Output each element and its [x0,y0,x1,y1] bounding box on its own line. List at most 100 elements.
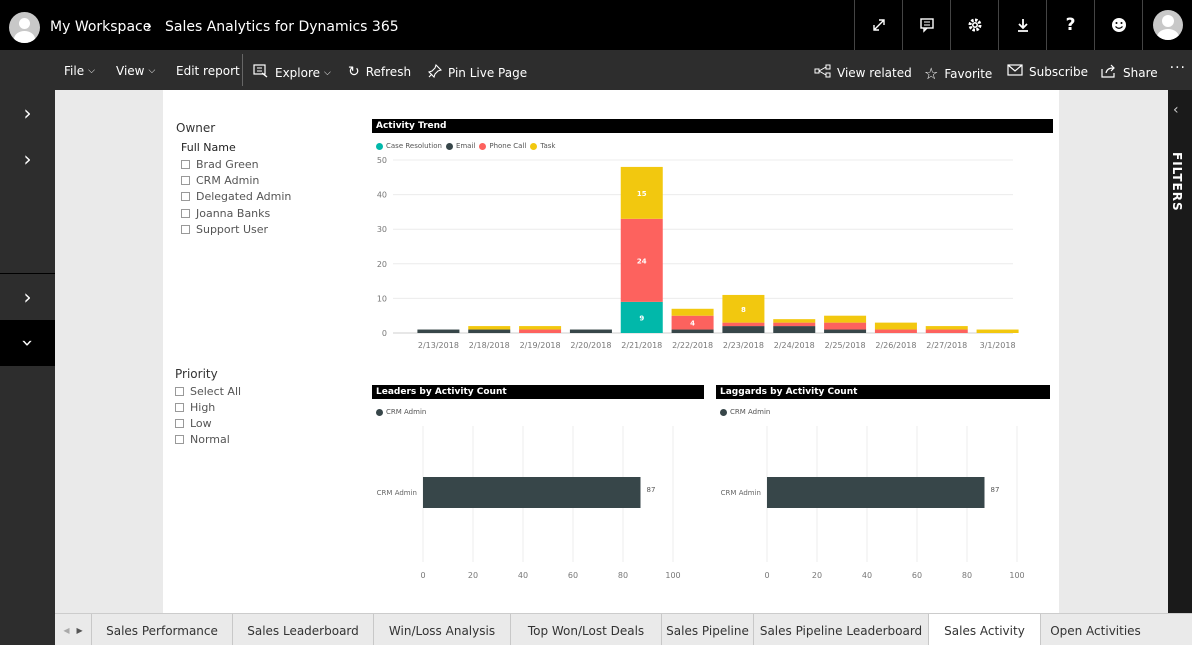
subscribe-button[interactable]: Subscribe [1007,64,1088,80]
page-tabs: ◀ ▶ Sales Performance Sales Leaderboard Wi… [55,613,1168,645]
bar-segment [773,319,816,323]
bar-segment [519,329,562,333]
bar-segment [773,322,816,327]
x-tick-label: 100 [665,571,680,580]
owner-slicer-item[interactable]: Brad Green [181,158,259,171]
workspace-avatar[interactable] [9,12,40,43]
data-label: 24 [637,257,647,265]
nav-expand-button[interactable]: › [0,274,55,320]
refresh-button[interactable]: ↻ Refresh [348,64,412,80]
tabs-right-pad [1168,613,1192,645]
y-tick-label: 50 [377,156,387,165]
chevron-left-icon[interactable]: ‹ [1173,102,1179,118]
checkbox[interactable] [175,435,184,444]
legend-label: Task [540,142,556,150]
nav-expand-button[interactable]: › [0,90,55,136]
pin-live-page-button[interactable]: Pin Live Page [427,63,527,82]
x-tick-label: 0 [420,571,425,580]
left-nav: › › › › [0,90,55,645]
legend-label: Phone Call [489,142,527,150]
breadcrumb-workspace[interactable]: My Workspace [50,19,152,35]
priority-slicer-item[interactable]: Normal [175,433,230,446]
checkbox[interactable] [175,387,184,396]
chevron-down-icon: ⌵ [148,66,156,76]
checkbox[interactable] [175,403,184,412]
related-icon [814,64,831,82]
owner-slicer-item[interactable]: Support User [181,223,268,236]
explore-icon [253,64,269,82]
tab-prev-icon[interactable]: ◀ [63,625,70,635]
tab-win-loss-analysis[interactable]: Win/Loss Analysis [373,614,510,645]
checkbox[interactable] [181,192,190,201]
leaders-legend: CRM Admin [372,408,426,416]
more-options-icon[interactable]: ··· [1169,60,1186,76]
owner-slicer-item[interactable]: CRM Admin [181,174,259,187]
gear-icon[interactable] [950,0,998,50]
bar-segment [620,301,663,333]
smiley-icon[interactable] [1094,0,1142,50]
y-tick-label: 10 [377,294,387,303]
x-tick-label: 60 [912,571,922,580]
x-tick-label: 40 [862,571,872,580]
priority-slicer-item[interactable]: Select All [175,385,241,398]
download-icon[interactable] [998,0,1046,50]
edit-report-button[interactable]: Edit report [176,64,240,78]
nav-expand-button[interactable]: › [0,136,55,182]
tab-sales-performance[interactable]: Sales Performance [91,614,232,645]
tab-sales-pipeline[interactable]: Sales Pipeline [661,614,753,645]
laggards-chart-title: Laggards by Activity Count [716,385,1050,399]
bar-segment [773,326,816,333]
x-tick-label: 100 [1009,571,1024,580]
pin-icon [427,63,443,82]
tab-sales-activity[interactable]: Sales Activity [928,614,1040,645]
expand-icon[interactable] [854,0,902,50]
bar-segment [925,329,968,333]
view-menu[interactable]: View ⌵ [116,64,156,78]
checkbox[interactable] [181,176,190,185]
x-tick-label: 40 [518,571,528,580]
bar-segment [620,166,663,219]
checkbox[interactable] [175,419,184,428]
checkbox[interactable] [181,225,190,234]
data-label: 15 [637,190,647,198]
bar-segment [722,294,765,323]
tab-sales-pipeline-leaderboard[interactable]: Sales Pipeline Leaderboard [753,614,928,645]
leaders-chart[interactable]: 0 20 40 60 80 100 87 CRM Admin [368,420,708,600]
top-bar: My Workspace › Sales Analytics for Dynam… [0,0,1192,53]
x-tick-label: 2/13/2018 [418,341,459,350]
bar-segment [519,326,562,330]
owner-slicer-item[interactable]: Delegated Admin [181,190,291,203]
file-menu[interactable]: File ⌵ [64,64,95,78]
help-icon[interactable]: ? [1046,0,1094,50]
legend-dot [530,142,538,150]
tab-top-won-lost-deals[interactable]: Top Won/Lost Deals [510,614,661,645]
breadcrumb-report: Sales Analytics for Dynamics 365 [165,19,399,35]
tab-open-activities[interactable]: Open Activities [1040,614,1150,645]
activity-trend-chart[interactable]: 0 10 20 30 40 50 2/13/2018 2/18/2018 2/19/2018 2/… [363,150,1059,355]
user-avatar[interactable] [1142,0,1192,50]
bar-segment [671,315,714,330]
category-label: CRM Admin [721,489,761,497]
x-tick-label: 2/26/2018 [875,341,916,350]
y-tick-label: 0 [382,329,387,338]
x-tick-label: 20 [468,571,478,580]
tab-sales-leaderboard[interactable]: Sales Leaderboard [232,614,373,645]
view-related-button[interactable]: View related [814,64,912,82]
owner-slicer-item[interactable]: Joanna Banks [181,207,270,220]
explore-menu[interactable]: Explore ⌵ [253,64,331,82]
share-button[interactable]: Share [1101,64,1158,82]
comment-icon[interactable] [902,0,950,50]
x-tick-label: 80 [962,571,972,580]
favorite-button[interactable]: ☆ Favorite [924,64,993,83]
checkbox[interactable] [181,209,190,218]
legend-dot [479,142,487,150]
priority-slicer-item[interactable]: High [175,401,215,414]
legend-label: CRM Admin [730,408,771,416]
filters-pane[interactable]: ‹ FILTERS [1168,90,1192,613]
laggards-chart[interactable]: 0 20 40 60 80 100 87 CRM Admin [712,420,1052,600]
y-tick-label: 40 [377,191,387,200]
nav-collapse-button[interactable]: › [0,320,55,366]
priority-slicer-item[interactable]: Low [175,417,212,430]
checkbox[interactable] [181,160,190,169]
tab-next-icon[interactable]: ▶ [76,625,83,635]
